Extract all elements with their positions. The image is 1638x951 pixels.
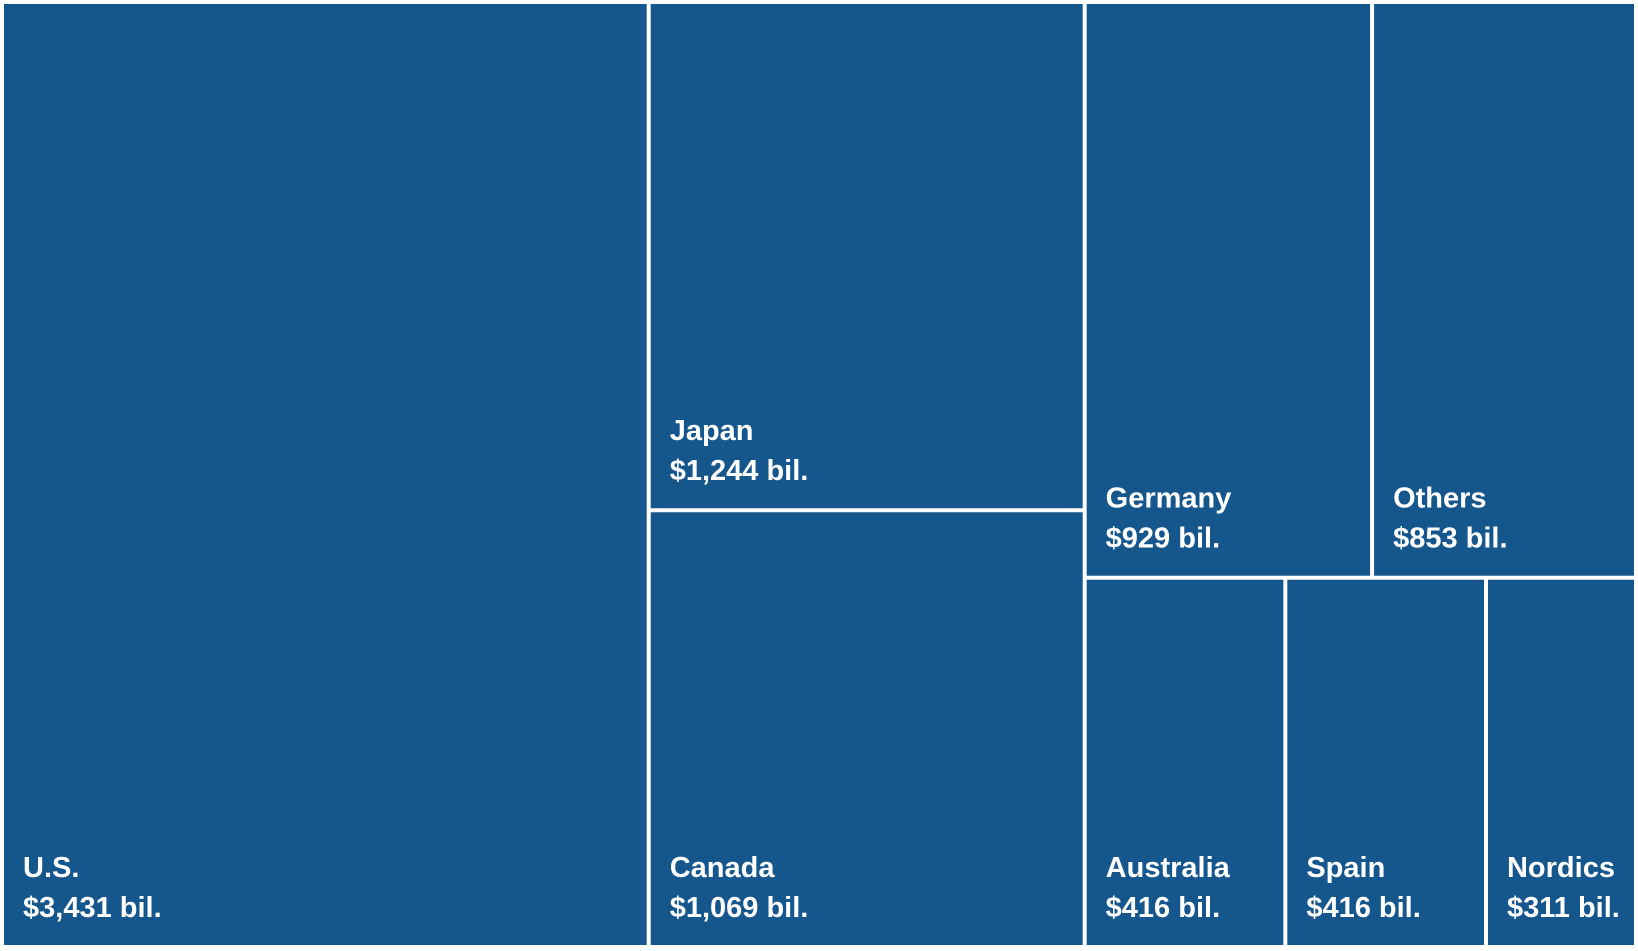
tile [1086, 4, 1371, 576]
tile-value: $1,069 bil. [670, 892, 809, 924]
tile-value: $416 bil. [1106, 892, 1220, 924]
tile-value: $929 bil. [1106, 523, 1220, 555]
tile-value: $853 bil. [1393, 523, 1507, 555]
tile-label: Australia [1106, 852, 1231, 884]
tile-label: Spain [1306, 852, 1385, 884]
tile [650, 4, 1083, 509]
tile [1374, 4, 1634, 576]
tile-label: Others [1393, 483, 1486, 515]
tile [1287, 579, 1484, 945]
tile-label: Nordics [1507, 852, 1615, 884]
tile-label: Canada [670, 852, 776, 884]
tile-value: $416 bil. [1306, 892, 1420, 924]
tile [4, 4, 647, 945]
tile [650, 512, 1083, 945]
tile-value: $311 bil. [1507, 892, 1620, 924]
tile [1086, 579, 1284, 945]
tile-label: Japan [670, 415, 754, 447]
tile [1487, 579, 1634, 945]
tile-value: $3,431 bil. [23, 892, 162, 924]
tile-value: $1,244 bil. [670, 455, 809, 487]
tile-label: U.S. [23, 852, 79, 884]
tile-label: Germany [1106, 483, 1232, 515]
